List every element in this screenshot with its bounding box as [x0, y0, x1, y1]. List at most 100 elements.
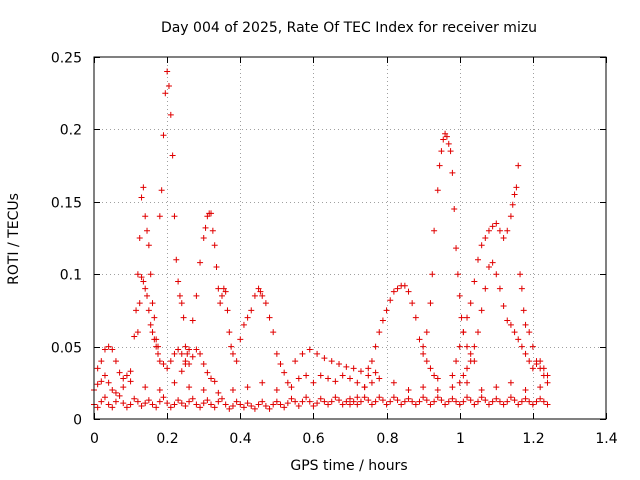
data-point — [292, 398, 299, 405]
data-point — [273, 387, 280, 394]
data-point — [138, 274, 145, 281]
data-point — [147, 321, 154, 328]
x-tick-label: 0.8 — [376, 431, 398, 447]
data-point — [434, 375, 441, 382]
data-point — [522, 395, 529, 402]
data-point — [229, 350, 236, 357]
data-point — [350, 365, 357, 372]
data-point — [171, 213, 178, 220]
data-point — [454, 271, 461, 278]
data-point — [105, 379, 112, 386]
data-point — [142, 400, 149, 407]
data-point — [229, 387, 236, 394]
data-point — [500, 303, 507, 310]
data-point — [281, 404, 288, 411]
data-point — [544, 372, 551, 379]
data-point — [164, 365, 171, 372]
data-point — [475, 398, 481, 405]
data-point — [240, 321, 247, 328]
data-point — [182, 402, 189, 409]
data-point — [186, 398, 193, 405]
data-point — [184, 350, 191, 357]
data-point — [98, 398, 105, 405]
data-point — [423, 329, 430, 336]
data-point — [237, 401, 244, 408]
data-point — [120, 375, 127, 382]
data-point — [228, 343, 235, 350]
data-point — [164, 68, 171, 75]
data-point — [178, 400, 185, 407]
data-point — [526, 358, 533, 365]
data-point — [127, 368, 134, 375]
data-point — [339, 372, 346, 379]
data-point — [440, 136, 447, 143]
data-point — [467, 397, 474, 404]
data-point — [215, 285, 222, 292]
data-point — [436, 162, 443, 169]
data-point — [464, 365, 471, 372]
data-point — [270, 401, 277, 408]
data-point — [222, 288, 229, 295]
data-point — [295, 402, 302, 409]
data-point — [478, 242, 485, 249]
data-point — [138, 194, 145, 201]
data-point — [343, 398, 350, 405]
data-point — [332, 378, 339, 385]
data-point — [398, 401, 405, 408]
data-point — [257, 288, 264, 295]
data-point — [295, 375, 302, 382]
data-point — [200, 360, 207, 367]
data-point — [471, 278, 478, 285]
data-point — [317, 395, 324, 402]
data-point — [475, 256, 481, 263]
data-point — [507, 379, 514, 386]
data-point — [158, 187, 165, 194]
data-point — [513, 184, 520, 191]
data-point — [368, 358, 375, 365]
data-point — [350, 398, 357, 405]
data-point — [379, 317, 386, 324]
data-point — [229, 402, 236, 409]
data-point — [347, 401, 353, 408]
data-point — [507, 394, 514, 401]
data-point — [511, 191, 518, 198]
data-point — [456, 292, 463, 299]
data-point — [321, 355, 328, 362]
data-point — [361, 394, 368, 401]
data-point — [109, 404, 116, 411]
data-point — [140, 278, 147, 285]
data-point — [431, 227, 438, 234]
data-point — [142, 285, 149, 292]
data-point — [449, 395, 456, 402]
data-point — [173, 256, 180, 263]
data-point — [390, 288, 397, 295]
data-point — [211, 404, 218, 411]
data-point — [500, 401, 507, 408]
data-point — [383, 401, 390, 408]
data-point — [372, 343, 379, 350]
data-point — [485, 263, 492, 270]
data-point — [387, 297, 394, 304]
data-point — [416, 336, 423, 343]
data-point — [453, 245, 460, 252]
data-point — [149, 401, 156, 408]
x-tick-label: 1 — [456, 431, 465, 447]
data-point — [420, 343, 427, 350]
data-point — [325, 401, 332, 408]
data-point — [193, 346, 200, 353]
x-tick-label: 1.2 — [522, 431, 544, 447]
data-point — [405, 395, 412, 402]
data-point — [427, 401, 434, 408]
data-point — [328, 358, 335, 365]
data-point — [522, 387, 529, 394]
data-point — [493, 220, 500, 227]
data-point — [460, 372, 467, 379]
data-point — [475, 329, 481, 336]
data-point — [509, 201, 516, 208]
data-point — [244, 314, 251, 321]
data-point — [204, 397, 211, 404]
data-point — [405, 288, 412, 295]
data-point — [372, 369, 379, 376]
data-point — [176, 292, 183, 299]
data-point — [186, 346, 193, 353]
